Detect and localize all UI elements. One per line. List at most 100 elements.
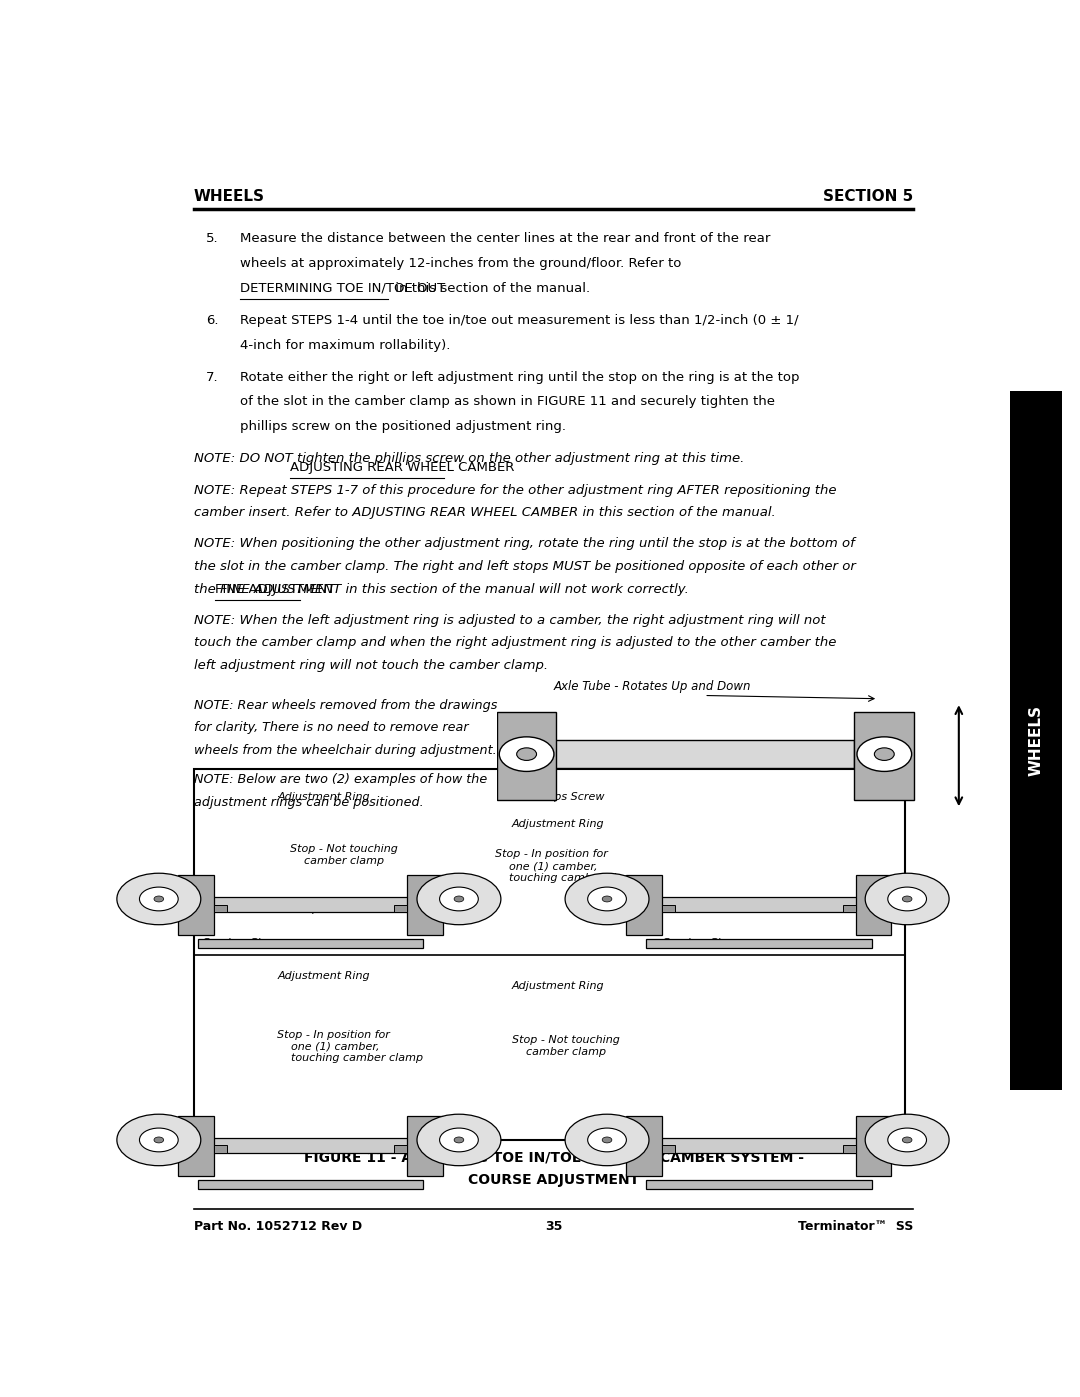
Bar xyxy=(842,904,855,912)
Text: NOTE: Below are two (2) examples of how the: NOTE: Below are two (2) examples of how … xyxy=(193,773,487,787)
Text: Axle Tube - Rotates Up and Down: Axle Tube - Rotates Up and Down xyxy=(554,680,751,693)
Text: Adjustment Ring: Adjustment Ring xyxy=(512,819,605,828)
Text: NOTE: When the left adjustment ring is adjusted to a camber, the right adjustmen: NOTE: When the left adjustment ring is a… xyxy=(193,613,825,627)
Text: NOTE: Repeat STEPS 1-7 of this procedure for the other adjustment ring AFTER rep: NOTE: Repeat STEPS 1-7 of this procedure… xyxy=(193,483,836,496)
Circle shape xyxy=(888,887,927,911)
Bar xyxy=(207,897,414,912)
Bar xyxy=(407,1116,443,1176)
Circle shape xyxy=(865,873,949,925)
Text: WHEELS: WHEELS xyxy=(193,189,265,204)
Circle shape xyxy=(603,895,612,902)
Text: FINE ADJUSTMENT: FINE ADJUSTMENT xyxy=(215,583,335,595)
Text: NOTE: DO NOT tighten the phillips screw on the other adjustment ring at this tim: NOTE: DO NOT tighten the phillips screw … xyxy=(193,453,744,465)
Text: Adjustment Ring: Adjustment Ring xyxy=(512,981,605,990)
Bar xyxy=(854,711,914,799)
Text: camber insert. Refer to ADJUSTING REAR WHEEL CAMBER in this section of the manua: camber insert. Refer to ADJUSTING REAR W… xyxy=(193,506,775,520)
Text: the slot in the camber clamp. The right and left stops MUST be positioned opposi: the slot in the camber clamp. The right … xyxy=(193,560,855,573)
Bar xyxy=(656,1139,862,1154)
Bar xyxy=(193,768,905,1140)
Text: DETERMINING TOE IN/TOE OUT: DETERMINING TOE IN/TOE OUT xyxy=(240,282,445,295)
Text: Camber Clamp: Camber Clamp xyxy=(202,939,285,949)
Text: 6.: 6. xyxy=(206,314,218,327)
Text: NOTE: When positioning the other adjustment ring, rotate the ring until the stop: NOTE: When positioning the other adjustm… xyxy=(193,538,854,550)
Text: Stop - Not touching
    camber clamp: Stop - Not touching camber clamp xyxy=(289,844,397,866)
Bar xyxy=(214,904,227,912)
Bar xyxy=(178,875,214,935)
Circle shape xyxy=(154,895,164,902)
Text: for clarity, There is no need to remove rear: for clarity, There is no need to remove … xyxy=(193,721,469,735)
Bar xyxy=(662,1146,675,1154)
Text: Stop - In position for
    one (1) camber,
    touching camber clamp: Stop - In position for one (1) camber, t… xyxy=(495,849,642,883)
Bar xyxy=(394,1146,407,1154)
Circle shape xyxy=(902,895,912,902)
Text: Stop - Not touching
    camber clamp: Stop - Not touching camber clamp xyxy=(512,1035,620,1056)
Circle shape xyxy=(440,1127,478,1153)
Bar xyxy=(214,1146,227,1154)
Bar xyxy=(842,1146,855,1154)
Text: in this section of the manual.: in this section of the manual. xyxy=(391,282,590,295)
Circle shape xyxy=(139,887,178,911)
Text: NOTE: Rear wheels removed from the drawings: NOTE: Rear wheels removed from the drawi… xyxy=(193,698,497,711)
Circle shape xyxy=(875,747,894,760)
Text: Part No. 1052712 Rev D: Part No. 1052712 Rev D xyxy=(193,1220,362,1232)
Bar xyxy=(855,875,891,935)
Text: Measure the distance between the center lines at the rear and front of the rear: Measure the distance between the center … xyxy=(240,232,770,246)
Text: touch the camber clamp and when the right adjustment ring is adjusted to the oth: touch the camber clamp and when the righ… xyxy=(193,636,836,650)
Bar xyxy=(178,1116,214,1176)
Text: 7.: 7. xyxy=(206,370,219,384)
Text: 4-inch for maximum rollability).: 4-inch for maximum rollability). xyxy=(240,338,450,352)
Circle shape xyxy=(865,1115,949,1165)
Text: wheels from the wheelchair during adjustment.: wheels from the wheelchair during adjust… xyxy=(193,743,496,757)
Text: WHEELS: WHEELS xyxy=(1028,705,1043,775)
Text: Rotate either the right or left adjustment ring until the stop on the ring is at: Rotate either the right or left adjustme… xyxy=(240,370,799,384)
Text: Phillips Screw: Phillips Screw xyxy=(285,904,362,914)
Bar xyxy=(656,897,862,912)
Bar xyxy=(855,1116,891,1176)
Text: wheels at approximately 12-inches from the ground/floor. Refer to: wheels at approximately 12-inches from t… xyxy=(240,257,681,270)
Text: the FINE ADJUSTMENT in this section of the manual will not work correctly.: the FINE ADJUSTMENT in this section of t… xyxy=(193,583,688,595)
Text: 5.: 5. xyxy=(206,232,219,246)
Circle shape xyxy=(440,887,478,911)
Text: Phillips Screw: Phillips Screw xyxy=(528,792,605,802)
Bar xyxy=(626,1116,662,1176)
Text: adjustment rings can be positioned.: adjustment rings can be positioned. xyxy=(193,795,423,809)
Circle shape xyxy=(858,736,912,771)
Text: Adjustment Ring: Adjustment Ring xyxy=(278,971,370,981)
Circle shape xyxy=(117,873,201,925)
Bar xyxy=(207,1139,414,1154)
Bar xyxy=(497,711,556,799)
Circle shape xyxy=(565,873,649,925)
Circle shape xyxy=(154,1137,164,1143)
Circle shape xyxy=(588,887,626,911)
Circle shape xyxy=(417,873,501,925)
Circle shape xyxy=(603,1137,612,1143)
Text: Camber Clamp: Camber Clamp xyxy=(662,939,745,949)
Circle shape xyxy=(902,1137,912,1143)
Bar xyxy=(394,904,407,912)
Circle shape xyxy=(139,1127,178,1153)
Circle shape xyxy=(117,1115,201,1165)
Text: SECTION 5: SECTION 5 xyxy=(823,189,914,204)
Text: Adjustment Ring: Adjustment Ring xyxy=(278,792,370,802)
Bar xyxy=(646,939,872,949)
Text: 35: 35 xyxy=(544,1220,563,1232)
Text: Stop - In position for
    one (1) camber,
    touching camber clamp: Stop - In position for one (1) camber, t… xyxy=(278,1030,423,1063)
Bar xyxy=(198,939,423,949)
Bar xyxy=(626,875,662,935)
Circle shape xyxy=(454,1137,463,1143)
Circle shape xyxy=(454,895,463,902)
Bar xyxy=(198,1179,423,1189)
Text: Terminator™  SS: Terminator™ SS xyxy=(798,1220,914,1232)
Bar xyxy=(407,875,443,935)
Text: phillips screw on the positioned adjustment ring.: phillips screw on the positioned adjustm… xyxy=(240,420,566,433)
Text: FIGURE 11 - ADJUSTING TOE IN/TOE OUT - A4 CAMBER SYSTEM -: FIGURE 11 - ADJUSTING TOE IN/TOE OUT - A… xyxy=(303,1151,804,1165)
Text: left adjustment ring will not touch the camber clamp.: left adjustment ring will not touch the … xyxy=(193,659,548,672)
Circle shape xyxy=(499,736,554,771)
Text: Repeat STEPS 1-4 until the toe in/toe out measurement is less than 1/2-inch (0 ±: Repeat STEPS 1-4 until the toe in/toe ou… xyxy=(240,314,798,327)
Text: ADJUSTING REAR WHEEL CAMBER: ADJUSTING REAR WHEEL CAMBER xyxy=(289,461,514,474)
Bar xyxy=(546,740,854,768)
Bar xyxy=(662,904,675,912)
Circle shape xyxy=(417,1115,501,1165)
Circle shape xyxy=(588,1127,626,1153)
Circle shape xyxy=(516,747,537,760)
